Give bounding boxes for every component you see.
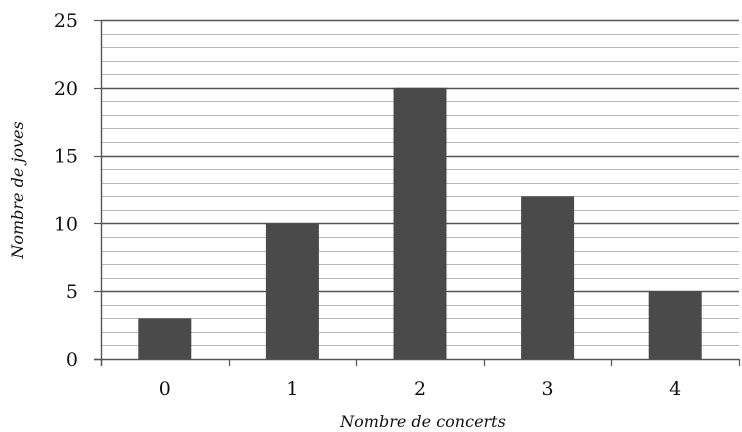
x-axis-title: Nombre de concerts — [339, 412, 506, 431]
bar-4 — [648, 291, 702, 359]
x-tick-labels: 0 1 2 3 4 — [159, 378, 681, 400]
bar-2 — [393, 87, 447, 360]
x-tick-label: 4 — [669, 378, 681, 400]
x-tick-label: 1 — [286, 378, 298, 400]
y-axis-ticks — [94, 19, 101, 361]
bar-3 — [521, 196, 575, 359]
y-tick-label: 10 — [54, 213, 78, 235]
x-tick-label: 3 — [542, 378, 554, 400]
x-tick-label: 0 — [159, 378, 171, 400]
y-tick-label: 5 — [66, 281, 78, 303]
x-tick-label: 2 — [414, 378, 426, 400]
y-tick-label: 15 — [54, 146, 78, 168]
bars — [138, 87, 702, 360]
y-tick-labels: 0 5 10 15 20 25 — [54, 10, 78, 371]
bar-1 — [265, 223, 319, 359]
x-axis-ticks — [100, 359, 741, 366]
y-tick-label: 20 — [54, 78, 78, 100]
bar-0 — [138, 318, 192, 359]
y-tick-label: 25 — [54, 10, 78, 32]
y-axis-title: Nombre de joves — [8, 121, 27, 259]
y-tick-label: 0 — [66, 349, 78, 371]
